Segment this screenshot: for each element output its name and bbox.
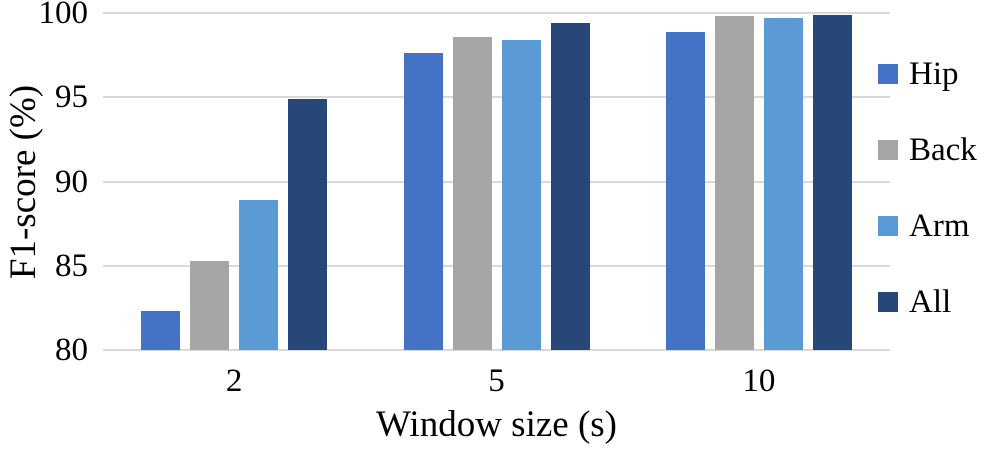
legend-label-back: Back: [909, 132, 977, 168]
gridline-100: [103, 12, 890, 14]
bar-arm-10: [763, 18, 803, 350]
legend-label-arm: Arm: [909, 208, 970, 244]
bar-arm-2: [239, 200, 279, 350]
legend-swatch-all: [878, 292, 898, 312]
bar-hip-5: [403, 53, 443, 350]
x-axis-title: Window size (s): [375, 404, 618, 445]
bar-back-5: [452, 36, 492, 350]
y-tick-label-85: 85: [55, 247, 88, 284]
legend-label-hip: Hip: [909, 56, 959, 92]
bar-all-10: [812, 14, 852, 350]
legend-label-all: All: [909, 284, 952, 320]
y-tick-label-90: 90: [55, 163, 88, 200]
legend-swatch-arm: [878, 216, 898, 236]
x-tick-label-2: 2: [225, 363, 243, 399]
legend-entry-all: All: [878, 280, 977, 324]
gridline-80: [103, 349, 890, 351]
bar-hip-10: [665, 31, 705, 350]
bar-all-2: [288, 98, 328, 350]
bar-back-10: [714, 16, 754, 350]
gridline-90: [103, 180, 890, 183]
bar-all-5: [550, 23, 590, 350]
gridline-85: [103, 264, 890, 267]
legend-swatch-back: [878, 140, 898, 160]
x-tick-label-5: 5: [488, 363, 505, 399]
bar-arm-5: [501, 39, 541, 350]
legend-entry-arm: Arm: [878, 204, 977, 248]
x-tick-label-10: 10: [742, 363, 776, 399]
gridline-95: [103, 96, 890, 99]
y-tick-label-80: 80: [55, 332, 88, 368]
y-tick-label-95: 95: [55, 79, 88, 116]
bar-hip-2: [141, 311, 181, 350]
legend-entry-hip: Hip: [878, 52, 977, 96]
legend-swatch-hip: [878, 64, 898, 84]
bar-back-2: [190, 260, 230, 350]
y-tick-label-100: 100: [38, 0, 89, 31]
y-axis-title: F1-score (%): [3, 84, 44, 279]
legend-entry-back: Back: [878, 128, 977, 172]
legend: Hip Back Arm All: [878, 52, 977, 356]
